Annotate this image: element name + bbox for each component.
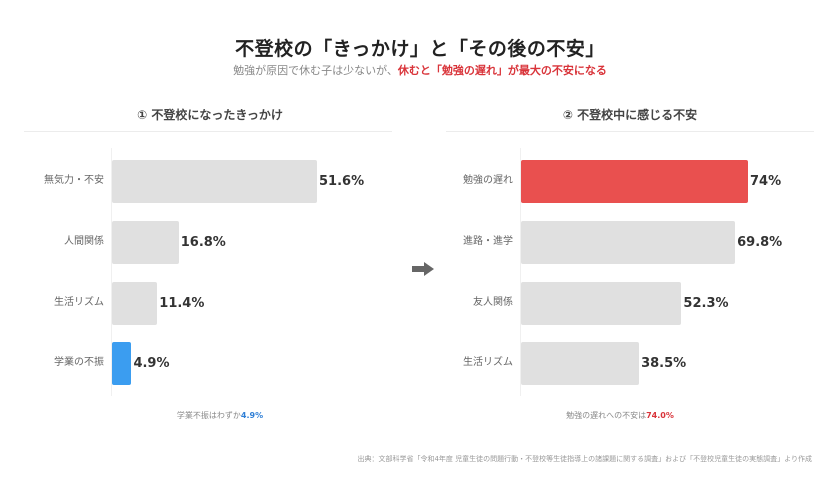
bar-label: 生活リズム (54, 297, 104, 308)
bar-value-label: 74% (750, 174, 782, 189)
right-chart-axis (520, 148, 521, 396)
left-chart-axis (111, 148, 112, 396)
right-panel-heading: ② 不登校中に感じる不安 (562, 108, 698, 122)
left-panel-note: 学業不振はわずか4.9% (100, 410, 340, 421)
bar (112, 221, 179, 264)
bar (112, 160, 317, 203)
bar (521, 160, 748, 203)
bar-value-label: 16.8% (180, 235, 226, 250)
bar (112, 282, 158, 325)
bar (521, 221, 736, 264)
left-note-value: 4.9% (240, 411, 264, 420)
bar-value-label: 52.3% (683, 296, 729, 311)
bar (521, 342, 640, 385)
bar-value-label: 51.6% (319, 174, 365, 189)
bar-label: 学業の不振 (54, 357, 104, 368)
right-panel-divider (446, 131, 814, 132)
bar-label: 生活リズム (463, 357, 513, 368)
bar (112, 342, 132, 385)
right-arrow-icon (412, 262, 434, 276)
subtitle-plain: 勉強が原因で休む子は少ないが、 (233, 64, 398, 77)
bar-value-label: 11.4% (159, 296, 205, 311)
right-note-value: 74.0% (646, 411, 674, 420)
page-title: 不登校の「きっかけ」と「その後の不安」 (235, 38, 605, 60)
bar-value-label: 38.5% (641, 356, 687, 371)
bar-value-label: 69.8% (737, 235, 783, 250)
bar-label: 人間関係 (64, 236, 104, 247)
right-note-text: 勉強の遅れへの不安は (566, 411, 647, 420)
left-panel-divider (24, 131, 392, 132)
bar-label: 勉強の遅れ (463, 175, 513, 186)
page-subtitle: 勉強が原因で休む子は少ないが、休むと「勉強の遅れ」が最大の不安になる (0, 62, 840, 78)
bar (521, 282, 682, 325)
bar-label: 無気力・不安 (44, 175, 104, 186)
left-note-text: 学業不振はわずか (176, 411, 241, 420)
right-panel-note: 勉強の遅れへの不安は74.0% (510, 410, 730, 421)
bar-label: 進路・進学 (463, 236, 513, 247)
source-citation: 出典：文部科学省「令和4年度 児童生徒の問題行動・不登校等生徒指導上の諸課題に関… (357, 455, 812, 463)
bar-value-label: 4.9% (133, 356, 170, 371)
bar-label: 友人関係 (473, 297, 513, 308)
subtitle-highlight: 休むと「勉強の遅れ」が最大の不安になる (397, 64, 607, 77)
left-panel-heading: ① 不登校になったきっかけ (137, 108, 283, 122)
